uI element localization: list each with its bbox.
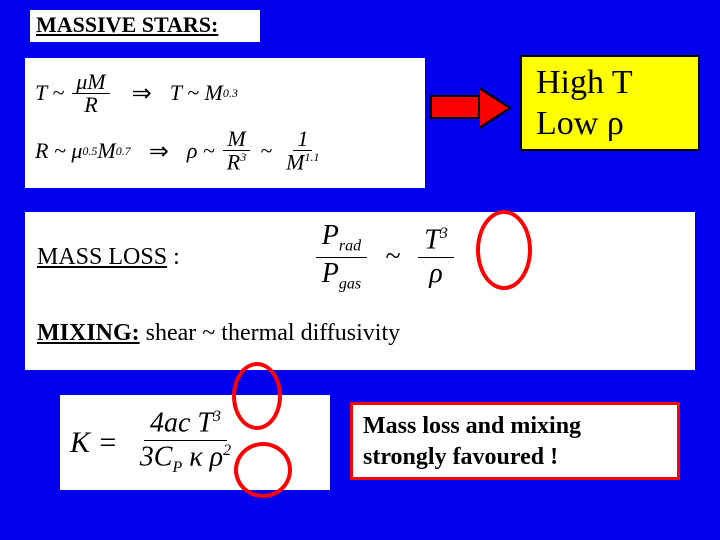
conclusion-line-1: Mass loss and mixing	[363, 411, 667, 442]
equation-row-1: T ~ μM R ⇒ T ~ M 0.3	[35, 64, 415, 122]
low-rho: Low ρ	[536, 104, 684, 145]
eq1-exp: 0.3	[223, 86, 238, 101]
red-circle-rho2	[234, 442, 292, 498]
high-t: High T	[536, 63, 684, 104]
mixing-label: MIXING:	[37, 320, 140, 346]
high-t-low-rho-box: High T Low ρ	[520, 55, 700, 151]
eq2-lhs: R ~ μ	[35, 138, 82, 164]
eq1-rhs: T ~ M	[170, 80, 223, 106]
conclusion-box: Mass loss and mixing strongly favoured !	[350, 402, 680, 480]
mid-section: MASS LOSS : Prad Pgas ~ T3 ρ MIXING: she…	[25, 212, 695, 370]
prad-pgas-frac: Prad Pgas	[316, 222, 367, 292]
red-circle-t3-rho	[476, 210, 532, 290]
eq1-frac: μM R	[72, 71, 109, 116]
equations-box: T ~ μM R ⇒ T ~ M 0.3 R ~ μ 0.5 M 0.7 ⇒ ρ…	[25, 58, 425, 188]
implies-icon: ⇒	[149, 137, 169, 166]
eq2-frac2: 1 M1.1	[282, 128, 323, 173]
mass-loss-label: MASS LOSS	[37, 244, 167, 270]
equation-row-2: R ~ μ 0.5 M 0.7 ⇒ ρ ~ M R3 ~ 1 M1.1	[35, 122, 415, 180]
k-frac: 4ac T3 3CP κ ρ2	[134, 409, 237, 475]
mixing-line: MIXING: shear ~ thermal diffusivity	[37, 320, 683, 347]
red-circle-t3	[232, 362, 282, 430]
title: MASSIVE STARS:	[36, 12, 218, 37]
t3-rho-frac: T3 ρ	[418, 226, 454, 287]
conclusion-line-2: strongly favoured !	[363, 442, 667, 473]
eq1-lhs-pre: T ~	[35, 80, 64, 106]
eq2-frac1: M R3	[223, 128, 250, 173]
title-box: MASSIVE STARS:	[30, 10, 260, 42]
implies-icon: ⇒	[132, 79, 152, 108]
mass-loss-line: MASS LOSS : Prad Pgas ~ T3 ρ	[37, 222, 683, 292]
